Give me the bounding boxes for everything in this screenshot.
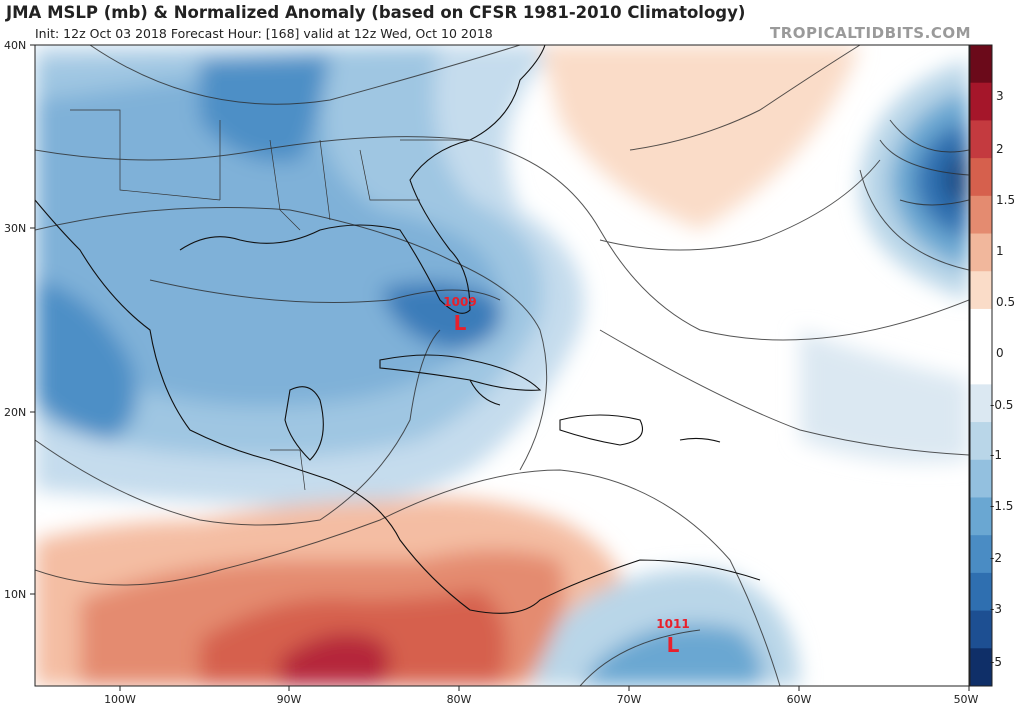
colorbar-swatch <box>970 497 992 536</box>
colorbar-swatch <box>970 233 992 272</box>
longitude-axis: 100W 90W 80W 70W 60W 50W <box>104 686 979 706</box>
colorbar-label: -1 <box>990 448 1002 462</box>
colorbar-swatch <box>970 572 992 612</box>
colorbar-swatch <box>970 308 992 348</box>
anomaly-colorbar <box>969 44 993 687</box>
colorbar-labels: 3 2 1.5 1 0.5 0 -0.5 -1 -1.5 -2 -3 -5 <box>990 89 1015 669</box>
colorbar-swatch <box>970 158 992 197</box>
colorbar-label: -5 <box>990 655 1002 669</box>
latitude-axis: 40N 30N 20N 10N <box>4 39 35 601</box>
lat-label-40n: 40N <box>4 39 26 52</box>
lat-label-20n: 20N <box>4 406 26 419</box>
colorbar-label: -0.5 <box>990 398 1013 412</box>
colorbar-frame <box>969 44 993 687</box>
lon-label-50w: 50W <box>954 693 979 706</box>
colorbar-label: -1.5 <box>990 499 1013 513</box>
colorbar-swatch <box>970 610 992 649</box>
lon-label-80w: 80W <box>447 693 472 706</box>
colorbar-label: 1 <box>996 244 1004 258</box>
low-pressure-symbol: L <box>667 633 680 657</box>
lon-label-90w: 90W <box>277 693 302 706</box>
colorbar-swatch <box>970 195 992 235</box>
colorbar-label: -2 <box>990 551 1002 565</box>
anomaly-field <box>35 45 969 686</box>
forecast-info: Init: 12z Oct 03 2018 Forecast Hour: [16… <box>35 26 493 41</box>
colorbar-swatch <box>970 82 992 121</box>
colorbar-swatch <box>970 120 992 159</box>
colorbar-swatch <box>970 648 992 687</box>
lon-label-100w: 100W <box>104 693 136 706</box>
colorbar-swatch <box>970 459 992 498</box>
colorbar-label: -3 <box>990 602 1002 616</box>
colorbar-swatch <box>970 384 992 423</box>
colorbar-label: 0 <box>996 346 1004 360</box>
lat-label-30n: 30N <box>4 222 26 235</box>
colorbar-swatch <box>970 346 992 385</box>
low-pressure-symbol: L <box>454 311 467 335</box>
colorbar-swatch <box>970 422 992 461</box>
colorbar-label: 3 <box>996 89 1004 103</box>
low-center-1009: 1009 L <box>443 295 476 335</box>
low-pressure-value: 1011 <box>656 617 689 631</box>
map-frame <box>34 44 970 687</box>
chart-title: JMA MSLP (mb) & Normalized Anomaly (base… <box>6 3 746 22</box>
colorbar-swatch <box>970 271 992 310</box>
low-center-1011: 1011 L <box>656 617 689 657</box>
lon-label-70w: 70W <box>617 693 642 706</box>
lon-label-60w: 60W <box>787 693 812 706</box>
colorbar-swatch <box>970 535 992 574</box>
colorbar-swatch <box>970 45 992 84</box>
colorbar-label: 1.5 <box>996 193 1015 207</box>
lat-label-10n: 10N <box>4 588 26 601</box>
colorbar-label: 2 <box>996 142 1004 156</box>
low-pressure-value: 1009 <box>443 295 476 309</box>
colorbar-label: 0.5 <box>996 295 1015 309</box>
brand-watermark[interactable]: TROPICALTIDBITS.COM <box>770 24 971 42</box>
